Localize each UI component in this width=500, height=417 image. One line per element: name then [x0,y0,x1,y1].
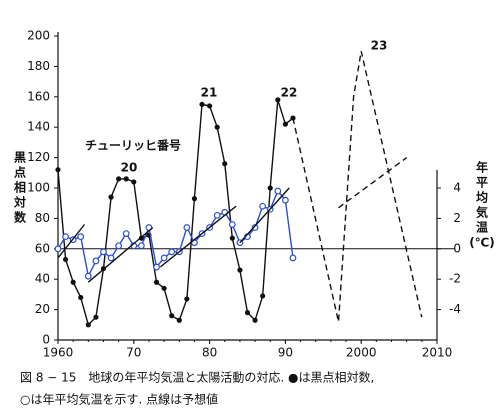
data-point [100,248,107,256]
data-point [153,263,160,271]
data-point [199,101,205,108]
x-tick-label: 2000 [346,346,377,360]
y2-axis-title-char: 温 [476,221,488,235]
data-point [237,267,243,273]
y2-tick-label: 2 [453,211,461,225]
data-point [55,167,61,173]
data-point [62,233,69,241]
series-line [159,205,237,268]
data-point [275,97,281,103]
y2-tick-label: 0 [453,241,461,255]
data-point [108,194,114,200]
series-line [239,187,290,244]
data-point [107,254,115,262]
annotation: チューリッヒ番号 [85,138,181,153]
data-point [122,230,130,238]
data-point [70,279,76,285]
data-point [77,233,85,241]
data-point [229,235,235,241]
y-axis-title-char: 数 [14,210,27,225]
y2-tick-label: 4 [453,181,461,195]
y-tick-label: 200 [27,29,50,43]
data-point [115,242,123,250]
series-line [292,51,423,322]
y2-tick-label: -2 [449,272,461,286]
data-point [160,254,168,262]
y-axis-title-char: 黒 [14,151,26,165]
y-axis-title-char: 点 [14,165,26,180]
y2-axis-title-char: 年 [476,160,488,175]
data-point [228,221,236,228]
caption: ○は年平均気温を示す. 点線は予想値 [20,392,218,407]
y2-axis-title-char: 均 [476,190,488,205]
y-tick-label: 80 [35,211,50,225]
series-line [57,99,294,327]
data-point [84,272,92,280]
caption: 図 8 − 15 地球の年平均気温と太陽活動の対応. ●は黒点相対数, [20,370,374,385]
data-point [161,285,167,291]
data-point [282,121,288,127]
y2-axis-title-char: (℃) [469,236,495,250]
data-point [176,317,182,323]
annotation: 23 [371,39,388,53]
data-point [93,314,99,320]
y-axis-title-char: 相 [14,180,26,195]
y-tick-label: 120 [27,150,50,164]
y-tick-label: 20 [35,302,50,316]
data-point [78,294,84,301]
series-line [87,226,154,283]
y-tick-label: 0 [42,333,50,347]
data-point [184,296,190,302]
data-point [92,257,100,265]
data-point [222,161,228,167]
x-tick-label: 90 [278,346,293,360]
series-line [338,157,408,209]
data-point [214,124,220,130]
series-line [57,189,294,279]
y2-tick-label: -4 [449,302,461,316]
data-point [168,248,176,256]
data-point [282,196,289,204]
x-tick-label: 70 [126,346,141,360]
data-point [54,245,62,253]
data-point [191,196,198,202]
y-tick-label: 100 [27,181,50,195]
data-point [169,313,175,319]
data-point [251,224,259,231]
x-tick-label: 80 [202,346,217,360]
series-line [57,224,86,259]
data-point [131,179,137,185]
data-point [137,242,145,250]
annotation: 21 [201,86,218,100]
x-tick-label: 1960 [43,346,74,360]
data-point [123,176,129,182]
annotation: 22 [281,86,298,100]
x-tick-label: 2010 [422,346,453,360]
data-point [244,310,251,316]
y-tick-label: 160 [27,89,50,103]
data-point [207,103,213,109]
data-point [213,211,221,219]
y-axis-title-char: 対 [13,195,26,210]
y2-axis-title-char: 平 [476,176,488,190]
data-point [116,176,122,182]
data-point [289,254,297,262]
y-tick-label: 60 [35,241,50,255]
y-tick-label: 40 [35,272,50,286]
data-point [274,187,282,195]
y2-axis-title-char: 気 [476,205,488,220]
data-point [260,293,266,299]
data-point [153,279,160,285]
y-tick-label: 140 [27,120,50,134]
data-point [259,202,267,210]
data-point [183,224,191,231]
data-point [267,185,273,191]
annotation: 20 [121,161,138,175]
y-tick-label: 180 [27,59,50,73]
data-point [252,317,258,323]
data-point [62,256,69,263]
data-point [85,322,91,328]
